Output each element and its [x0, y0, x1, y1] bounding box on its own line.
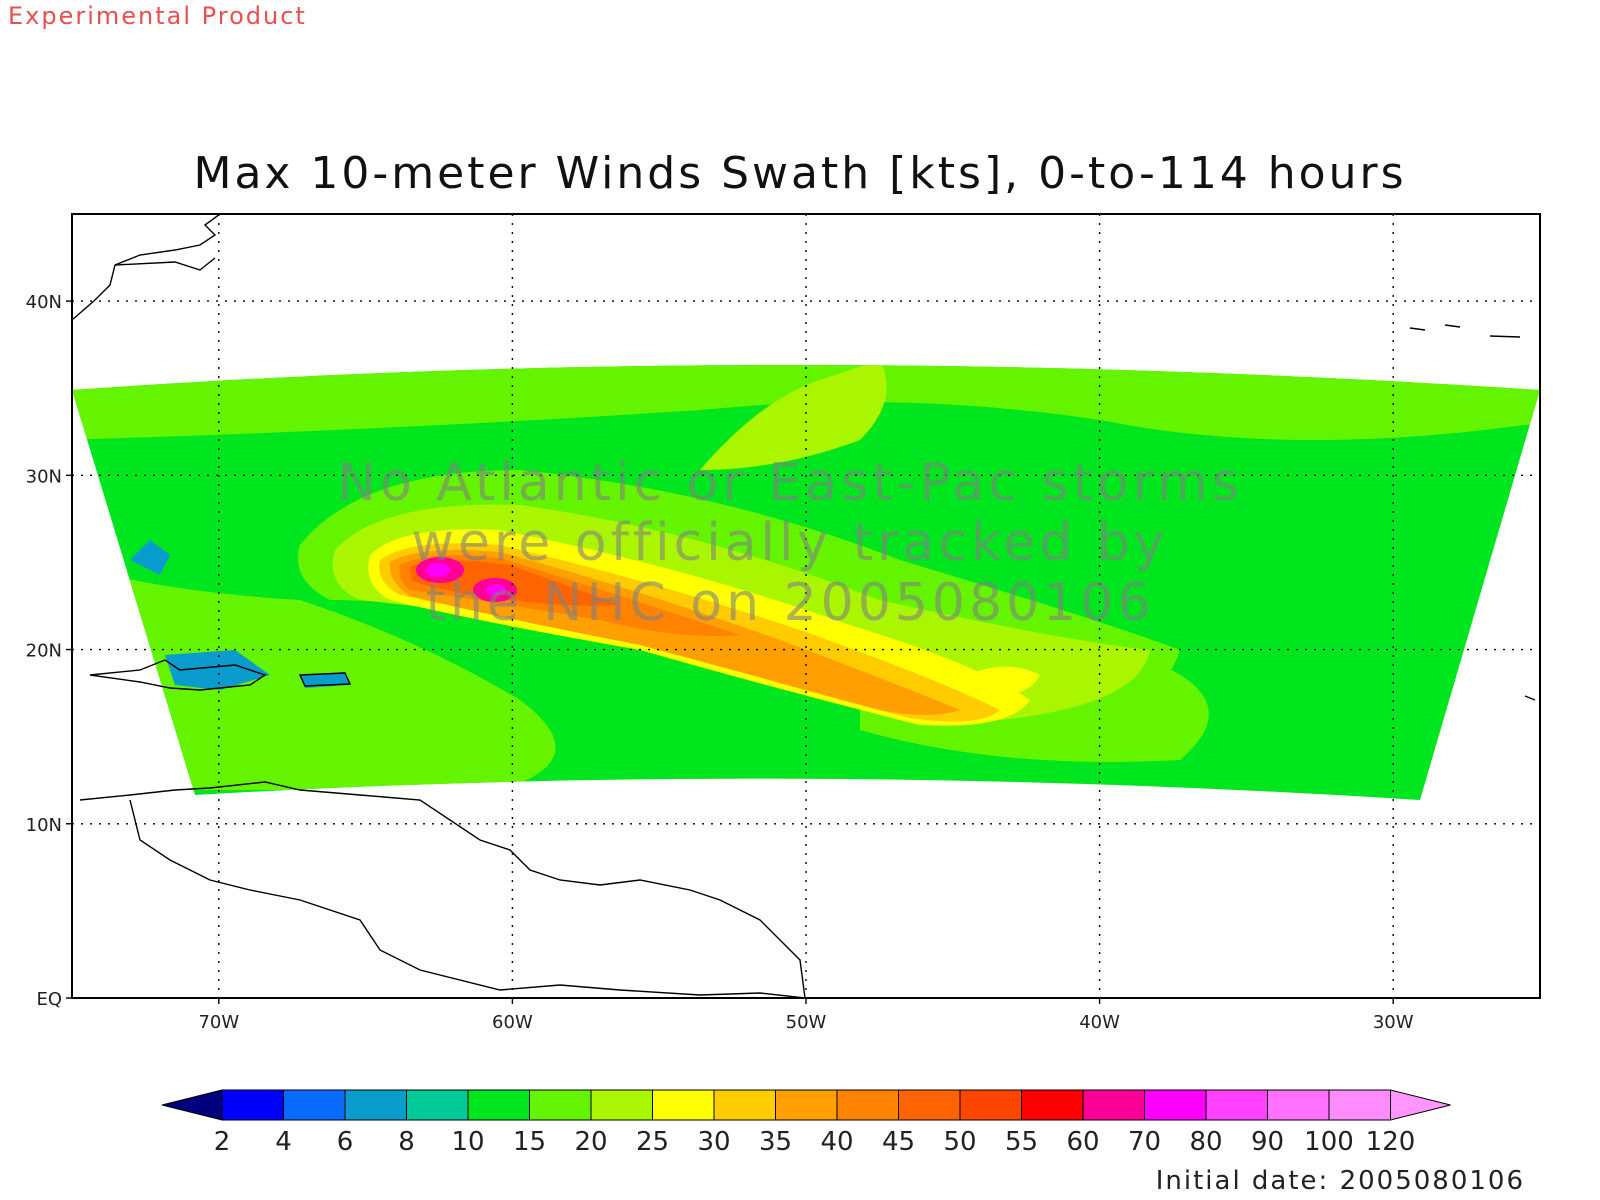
coastlines — [72, 214, 1536, 998]
colorbar-label-5: 15 — [513, 1127, 546, 1157]
colorbar-label-2: 6 — [337, 1127, 354, 1157]
lat-tick-label-3: 30N — [26, 466, 62, 487]
swath-secondary-max — [975, 666, 1040, 695]
coastline-south-america-interior — [129, 799, 806, 998]
colorbar-label-19: 120 — [1366, 1127, 1416, 1157]
coastline-north-america — [72, 214, 221, 321]
lat-tick-label-4: 40N — [26, 292, 62, 313]
swath-low-wind-patch-hispaniola — [165, 650, 270, 690]
colorbar-over-arrow — [1390, 1089, 1451, 1121]
coastline-new-england — [114, 257, 216, 271]
colorbar-box-18 — [1328, 1089, 1391, 1121]
lat-tick-label-2: 20N — [26, 641, 62, 662]
coastline-cape-verde — [1524, 695, 1536, 701]
colorbar-box-8 — [713, 1089, 776, 1121]
map-grid — [72, 214, 1540, 998]
lon-tick-label-2: 50W — [786, 1012, 827, 1033]
colorbar-label-10: 40 — [820, 1127, 853, 1157]
colorbar-box-14 — [1082, 1089, 1145, 1121]
colorbar-box-6 — [590, 1089, 653, 1121]
experimental-product-label: Experimental Product — [8, 2, 307, 30]
map-title: Max 10-meter Winds Swath [kts], 0-to-114… — [193, 148, 1407, 199]
lon-tick-label-1: 60W — [492, 1012, 533, 1033]
colorbar-box-16 — [1205, 1089, 1268, 1121]
colorbar-box-9 — [775, 1089, 838, 1121]
colorbar: 2 4 6 8 10 15 20 25 30 35 40 45 50 55 60 70 80 90 100 120 — [161, 1089, 1451, 1157]
colorbar-box-12 — [959, 1089, 1022, 1121]
swath-core-80kt-east — [486, 584, 506, 596]
colorbar-box-11 — [898, 1089, 961, 1121]
longitude-labels: 70W 60W 50W 40W 30W — [198, 998, 1414, 1033]
coastline-south-america — [79, 781, 806, 998]
colorbar-box-2 — [344, 1089, 407, 1121]
colorbar-label-15: 70 — [1128, 1127, 1161, 1157]
colorbar-box-1 — [283, 1089, 346, 1121]
colorbar-label-13: 55 — [1005, 1127, 1038, 1157]
colorbar-box-7 — [652, 1089, 715, 1121]
colorbar-label-3: 8 — [398, 1127, 415, 1157]
colorbar-label-9: 35 — [759, 1127, 792, 1157]
initial-date-label: Initial date: 2005080106 — [1155, 1166, 1525, 1196]
colorbar-box-3 — [406, 1089, 469, 1121]
colorbar-box-4 — [467, 1089, 530, 1121]
colorbar-box-5 — [529, 1089, 592, 1121]
colorbar-label-8: 30 — [697, 1127, 730, 1157]
lat-tick-label-1: 10N — [26, 815, 62, 836]
colorbar-label-6: 20 — [574, 1127, 607, 1157]
colorbar-label-0: 2 — [214, 1127, 231, 1157]
colorbar-label-11: 45 — [882, 1127, 915, 1157]
colorbar-label-4: 10 — [451, 1127, 484, 1157]
lon-tick-label-3: 40W — [1079, 1012, 1120, 1033]
colorbar-label-18: 100 — [1304, 1127, 1354, 1157]
coastline-hispaniola — [89, 659, 267, 691]
coastline-puerto-rico — [298, 672, 352, 687]
swath-upper-bump — [700, 365, 887, 470]
swath-low-wind-patch-north — [130, 540, 170, 575]
lon-tick-label-4: 30W — [1373, 1012, 1414, 1033]
colorbar-box-17 — [1267, 1089, 1330, 1121]
wind-swath-shading — [72, 365, 1540, 800]
colorbar-box-15 — [1144, 1089, 1207, 1121]
colorbar-label-7: 25 — [636, 1127, 669, 1157]
colorbar-label-12: 50 — [943, 1127, 976, 1157]
watermark-line-1: No Atlantic or East-Pac storms — [337, 453, 1243, 513]
colorbar-box-10 — [836, 1089, 899, 1121]
watermark-line-2: were officially tracked by — [411, 513, 1168, 573]
colorbar-box-0 — [221, 1089, 284, 1121]
lat-tick-label-0: EQ — [36, 989, 62, 1010]
colorbar-label-14: 60 — [1066, 1127, 1099, 1157]
colorbar-box-13 — [1021, 1089, 1084, 1121]
lon-tick-label-0: 70W — [198, 1012, 239, 1033]
colorbar-label-16: 80 — [1189, 1127, 1222, 1157]
no-storms-watermark: No Atlantic or East-Pac storms were offi… — [337, 453, 1243, 633]
colorbar-label-1: 4 — [275, 1127, 292, 1157]
colorbar-label-17: 90 — [1251, 1127, 1284, 1157]
swath-core-80kt-west — [426, 563, 450, 577]
colorbar-under-arrow — [161, 1089, 223, 1121]
watermark-line-3: the NHC on 2005080106 — [426, 573, 1155, 633]
latitude-labels: EQ 10N 20N 30N 40N — [26, 292, 72, 1010]
coastline-azores — [1409, 324, 1521, 338]
